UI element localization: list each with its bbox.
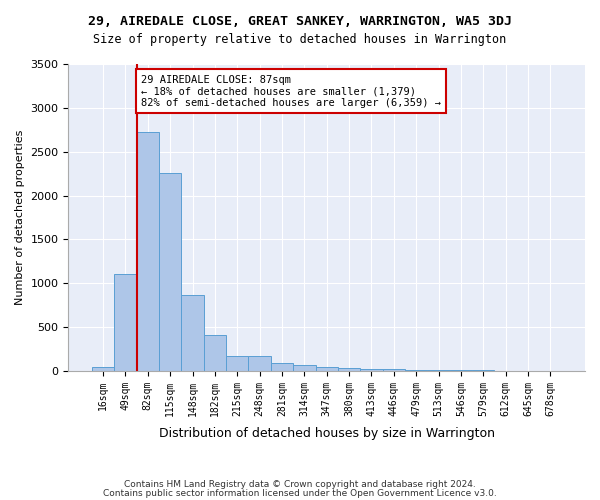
Bar [159,172,181,371]
Bar [360,368,383,371]
Bar [114,274,137,371]
Bar [271,363,293,371]
Y-axis label: Number of detached properties: Number of detached properties [15,130,25,305]
Bar [293,365,316,371]
Text: 29, AIREDALE CLOSE, GREAT SANKEY, WARRINGTON, WA5 3DJ: 29, AIREDALE CLOSE, GREAT SANKEY, WARRIN… [88,15,512,28]
Bar [248,356,271,371]
Bar [181,294,204,371]
Bar [226,356,248,371]
Text: 29 AIREDALE CLOSE: 87sqm
← 18% of detached houses are smaller (1,379)
82% of sem: 29 AIREDALE CLOSE: 87sqm ← 18% of detach… [141,74,441,108]
Bar [316,367,338,371]
Bar [383,369,405,371]
Bar [338,368,360,371]
Bar [204,334,226,371]
Bar [92,366,114,371]
Text: Contains HM Land Registry data © Crown copyright and database right 2024.: Contains HM Land Registry data © Crown c… [124,480,476,489]
X-axis label: Distribution of detached houses by size in Warrington: Distribution of detached houses by size … [159,427,495,440]
Text: Size of property relative to detached houses in Warrington: Size of property relative to detached ho… [94,32,506,46]
Bar [137,132,159,371]
Text: Contains public sector information licensed under the Open Government Licence v3: Contains public sector information licen… [103,488,497,498]
Bar [405,370,427,371]
